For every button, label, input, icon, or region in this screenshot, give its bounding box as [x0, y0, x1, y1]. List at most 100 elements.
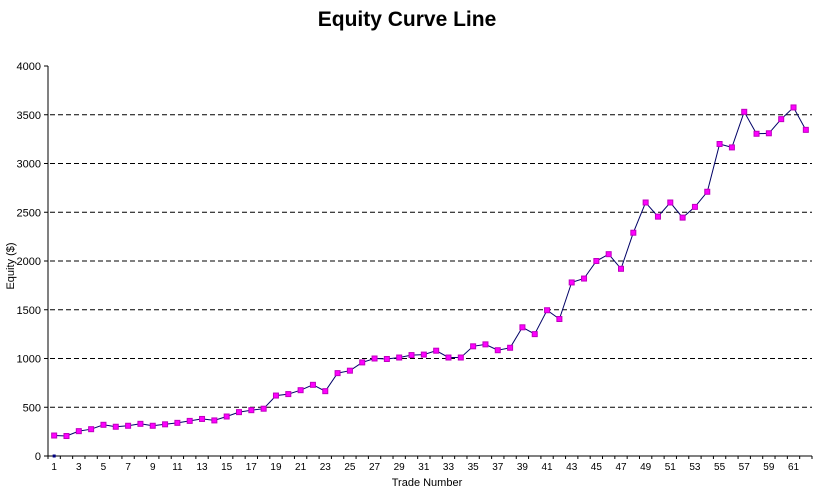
data-point [618, 265, 624, 272]
data-point [716, 141, 723, 147]
y-tick-label: 1000 [17, 354, 41, 366]
y-tick-label: 500 [23, 402, 41, 414]
x-tick-label: 21 [295, 462, 307, 473]
data-point [642, 199, 649, 206]
data-point [802, 126, 809, 133]
data-point [100, 421, 107, 428]
data-point [346, 367, 353, 374]
data-point [199, 415, 206, 422]
data-point [334, 370, 341, 377]
data-point [51, 432, 58, 439]
data-point [544, 307, 551, 314]
data-point [162, 421, 169, 428]
data-point [494, 347, 501, 354]
data-point [309, 381, 316, 388]
x-tick-label: 7 [125, 462, 131, 473]
data-point [75, 428, 82, 435]
data-point [790, 104, 797, 111]
y-tick-label: 1500 [17, 305, 41, 317]
data-point [285, 391, 292, 398]
data-point [371, 355, 378, 362]
data-point [211, 417, 218, 424]
data-point [753, 130, 760, 137]
x-tick-label: 37 [492, 462, 504, 473]
data-point [408, 352, 415, 359]
data-point [531, 331, 538, 338]
data-point [420, 351, 427, 358]
data-point [507, 344, 514, 351]
data-point [568, 279, 575, 286]
chart-title: Equity Curve Line [317, 8, 497, 31]
x-tick-label: 53 [689, 462, 701, 473]
x-tick-label: 23 [320, 462, 332, 473]
x-tick-label: 39 [517, 462, 529, 473]
data-point [778, 116, 785, 123]
data-point [765, 130, 772, 137]
data-point [457, 354, 464, 361]
x-tick-label: 51 [665, 462, 677, 473]
y-tick-label: 0 [35, 451, 41, 463]
x-tick-label: 19 [270, 462, 282, 473]
x-tick-label: 29 [394, 462, 406, 473]
x-tick-label: 5 [101, 462, 107, 473]
data-point [88, 426, 95, 433]
x-axis-title: Trade Number [391, 477, 463, 489]
x-tick-label: 13 [196, 462, 208, 473]
x-tick-label: 47 [615, 462, 627, 473]
x-tick-label: 3 [76, 462, 82, 473]
data-point [297, 387, 304, 394]
data-point [433, 347, 440, 354]
data-point [691, 203, 698, 210]
x-tick-label: 15 [221, 462, 233, 473]
x-tick-label: 55 [714, 462, 726, 473]
data-point [519, 324, 526, 331]
series-line [54, 106, 807, 437]
data-point [125, 422, 132, 429]
x-tick-label: 45 [591, 462, 603, 473]
y-tick-label: 2000 [17, 256, 41, 268]
data-point [581, 275, 588, 282]
data-point [186, 417, 193, 424]
x-tick-label: 59 [763, 462, 775, 473]
data-point [654, 213, 661, 220]
data-point [605, 251, 612, 258]
data-point [383, 355, 390, 362]
data-point [149, 422, 156, 429]
data-point [741, 108, 748, 115]
origin-marker [52, 454, 56, 458]
x-tick-label: 31 [418, 462, 430, 473]
data-point [396, 354, 403, 361]
data-point [322, 388, 329, 395]
x-tick-label: 43 [566, 462, 578, 473]
y-tick-label: 3500 [17, 110, 41, 122]
data-point [236, 409, 242, 416]
data-point [174, 419, 181, 426]
data-point [630, 229, 637, 236]
y-tick-label: 3000 [17, 159, 41, 171]
data-point [704, 188, 711, 195]
x-tick-label: 41 [542, 462, 554, 473]
data-point [137, 420, 144, 427]
x-tick-label: 33 [443, 462, 455, 473]
data-point [112, 423, 119, 430]
data-point [728, 144, 735, 151]
y-tick-label: 4000 [17, 61, 41, 73]
x-tick-label: 25 [344, 462, 356, 473]
data-point [556, 316, 563, 323]
data-point [470, 343, 477, 350]
x-tick-label: 11 [172, 462, 183, 473]
x-tick-label: 57 [739, 462, 751, 473]
x-tick-label: 1 [51, 462, 57, 473]
data-point [248, 407, 255, 414]
data-point [445, 354, 452, 361]
x-tick-label: 35 [468, 462, 480, 473]
data-point [63, 433, 70, 440]
x-tick-label: 9 [150, 462, 156, 473]
x-tick-label: 61 [788, 462, 800, 473]
data-point [679, 214, 686, 221]
x-tick-label: 17 [246, 462, 258, 473]
data-point [260, 405, 267, 412]
data-point [359, 359, 366, 366]
